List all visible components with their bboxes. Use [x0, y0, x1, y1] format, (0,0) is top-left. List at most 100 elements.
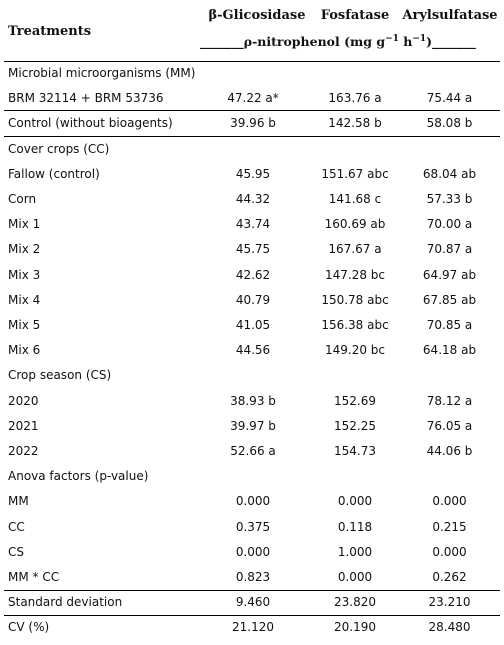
- unit-exponent-1: −1: [385, 34, 399, 44]
- table-rule: [4, 135, 500, 137]
- row-label: 2021: [8, 418, 39, 433]
- cell-b-glicosidase: 9.460: [235, 595, 271, 610]
- cell-b-glicosidase: 38.93 b: [230, 393, 276, 408]
- cell-arylsulfatase: 0.000: [432, 544, 467, 559]
- cell-b-glicosidase: 40.79: [235, 292, 271, 307]
- table-row: Mix 5 41.05 156.38 abc 70.85 a: [0, 313, 504, 338]
- cell-fosfatase: 149.20 bc: [324, 343, 386, 358]
- cell-b-glicosidase: 0.823: [235, 570, 271, 584]
- table-row: Mix 6 44.56 149.20 bc 64.18 ab: [0, 338, 504, 363]
- cell-fosfatase: 163.76 a: [328, 91, 382, 106]
- cell-fosfatase: 141.68 c: [328, 192, 382, 206]
- cell-arylsulfatase: 57.33 b: [426, 192, 473, 206]
- table-row: Mix 1 43.74 160.69 ab 70.00 a: [0, 212, 504, 237]
- cell-arylsulfatase: 0.000: [432, 494, 467, 509]
- table-row: Fallow (control) 45.95 151.67 abc 68.04 ab: [0, 162, 504, 187]
- table-row: CC 0.375 0.118 0.215: [0, 515, 504, 540]
- row-label: Mix 1: [8, 217, 41, 232]
- cell-b-glicosidase: 0.375: [235, 519, 271, 534]
- header-fosfatase: Fosfatase: [320, 8, 390, 23]
- cell-fosfatase: 0.118: [337, 519, 373, 534]
- row-label: 2020: [8, 393, 39, 408]
- row-label: Crop season (CS): [8, 368, 112, 383]
- cell-arylsulfatase: 64.97 ab: [422, 267, 477, 282]
- row-label: Mix 2: [8, 242, 41, 257]
- table-row: Crop season (CS): [0, 363, 504, 388]
- table-row: 2021 39.97 b 152.25 76.05 a: [0, 414, 504, 439]
- cell-arylsulfatase: 76.05 a: [426, 418, 473, 433]
- cell-fosfatase: 23.820: [334, 595, 376, 610]
- row-label: Mix 4: [8, 292, 41, 307]
- row-label: Cover crops (CC): [8, 141, 110, 156]
- cell-arylsulfatase: 70.85 a: [426, 318, 473, 332]
- row-label: Fallow (control): [8, 166, 100, 181]
- cell-fosfatase: 20.190: [334, 620, 376, 635]
- cell-fosfatase: 154.73: [334, 444, 376, 458]
- unit-prefix: _______ρ-nitrophenol (mg g: [200, 34, 386, 50]
- row-label: MM: [8, 494, 29, 509]
- cell-arylsulfatase: 23.210: [428, 595, 471, 610]
- cell-fosfatase: 0.000: [337, 570, 373, 584]
- row-label: Standard deviation: [8, 595, 123, 610]
- cell-b-glicosidase: 0.000: [235, 544, 271, 559]
- table-row: Control (without bioagents) 39.96 b 142.58…: [0, 111, 504, 136]
- cell-b-glicosidase: 44.56: [235, 343, 271, 358]
- cell-fosfatase: 160.69 ab: [324, 217, 386, 232]
- cell-arylsulfatase: 70.00 a: [426, 217, 473, 232]
- cell-b-glicosidase: 47.22 a*: [227, 91, 279, 106]
- cell-fosfatase: 152.25: [334, 418, 376, 433]
- header-arylsulfatase: Arylsulfatase: [402, 8, 498, 23]
- unit-mid: h: [398, 34, 413, 50]
- cell-fosfatase: 0.000: [337, 494, 373, 509]
- table-rule: [4, 60, 500, 62]
- header-b-glicosidase: β-Glicosidase: [208, 8, 306, 23]
- cell-arylsulfatase: 67.85 ab: [422, 292, 477, 307]
- table-row: MM * CC 0.823 0.000 0.262: [0, 565, 504, 590]
- unit-suffix: )_______: [426, 34, 476, 50]
- row-label: 2022: [8, 444, 39, 458]
- cell-arylsulfatase: 28.480: [428, 620, 471, 635]
- cell-b-glicosidase: 0.000: [235, 494, 271, 509]
- cell-arylsulfatase: 44.06 b: [426, 444, 473, 458]
- cell-b-glicosidase: 41.05: [235, 318, 271, 332]
- table-row: Mix 2 45.75 167.67 a 70.87 a: [0, 237, 504, 262]
- cell-arylsulfatase: 0.262: [432, 570, 467, 584]
- table-row: Anova factors (p-value): [0, 464, 504, 489]
- cell-b-glicosidase: 52.66 a: [230, 444, 276, 458]
- row-label: Anova factors (p-value): [8, 469, 149, 484]
- table-rule: [4, 110, 500, 111]
- row-label: CV (%): [8, 620, 50, 635]
- table-row: Mix 4 40.79 150.78 abc 67.85 ab: [0, 288, 504, 313]
- table-row: 2022 52.66 a 154.73 44.06 b: [0, 439, 504, 464]
- table-row: Corn 44.32 141.68 c 57.33 b: [0, 187, 504, 212]
- table-row: Microbial microorganisms (MM): [0, 61, 504, 86]
- cell-fosfatase: 142.58 b: [328, 116, 382, 131]
- cell-b-glicosidase: 39.97 b: [230, 418, 276, 433]
- table-rule: [4, 589, 500, 591]
- row-label: CC: [8, 519, 25, 534]
- cell-b-glicosidase: 39.96 b: [230, 116, 276, 131]
- table-row: BRM 32114 + BRM 53736 47.22 a* 163.76 a 75.…: [0, 86, 504, 111]
- cell-b-glicosidase: 44.32: [235, 192, 271, 206]
- cell-arylsulfatase: 78.12 a: [426, 393, 473, 408]
- cell-fosfatase: 167.67 a: [328, 242, 382, 257]
- row-label: Control (without bioagents): [8, 116, 173, 131]
- table-row: MM 0.000 0.000 0.000: [0, 489, 504, 514]
- row-label: Mix 3: [8, 267, 41, 282]
- cell-fosfatase: 150.78 abc: [321, 292, 389, 307]
- row-label: CS: [8, 544, 24, 559]
- cell-arylsulfatase: 75.44 a: [426, 91, 473, 106]
- cell-fosfatase: 147.28 bc: [324, 267, 386, 282]
- unit-exponent-2: −1: [412, 34, 427, 44]
- cell-b-glicosidase: 45.95: [235, 166, 271, 181]
- table-row: CS 0.000 1.000 0.000: [0, 540, 504, 565]
- row-label: Corn: [8, 192, 37, 206]
- row-label: Microbial microorganisms (MM): [8, 66, 196, 80]
- table-row: 2020 38.93 b 152.69 78.12 a: [0, 389, 504, 414]
- cell-arylsulfatase: 0.215: [432, 519, 467, 534]
- header-treatments: Treatments: [8, 24, 92, 39]
- cell-fosfatase: 151.67 abc: [321, 166, 389, 181]
- cell-fosfatase: 152.69: [334, 393, 376, 408]
- cell-arylsulfatase: 70.87 a: [426, 242, 473, 257]
